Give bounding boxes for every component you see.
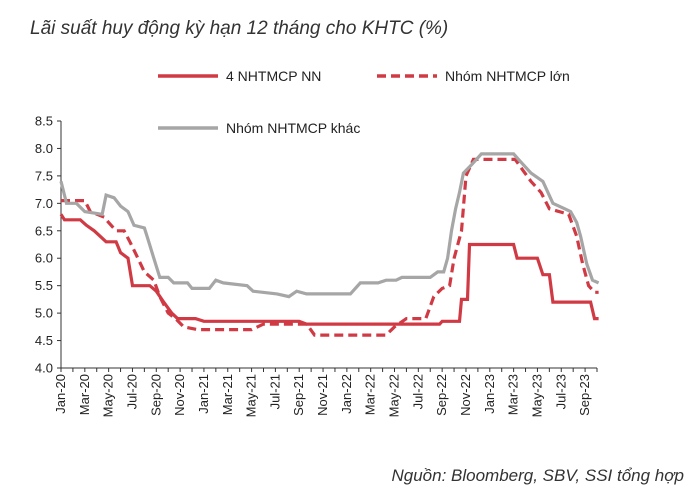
x-tick-label: Jul-23 — [553, 374, 568, 409]
legend-label-1: 4 NHTMCP NN — [226, 68, 321, 84]
x-tick-label: Jul-20 — [124, 374, 139, 409]
x-tick-label: Jul-21 — [267, 374, 282, 409]
legend-label-3: Nhóm NHTMCP khác — [226, 120, 360, 136]
x-tick-label: Mar-20 — [77, 374, 92, 415]
y-tick-label: 8.5 — [35, 114, 53, 129]
x-tick-label: Jan-21 — [196, 374, 211, 414]
x-tick-label: Jan-22 — [339, 374, 354, 414]
x-tick-label: Jan-20 — [53, 374, 68, 414]
y-tick-label: 5.0 — [35, 306, 53, 321]
axes: 4.0 4.5 5.0 5.5 6.0 6.5 7.0 7.5 8.0 8.5 Jan-20 Mar-… — [35, 114, 598, 417]
x-tick-label: Sep-21 — [291, 374, 306, 416]
x-tick-label: Jan-23 — [482, 374, 497, 414]
y-tick-label: 4.5 — [35, 333, 53, 348]
x-tick-label: Mar-21 — [220, 374, 235, 415]
y-tick-label: 7.5 — [35, 168, 53, 183]
x-tick-label: Sep-23 — [577, 374, 592, 416]
y-tick-label: 6.0 — [35, 251, 53, 266]
x-tick-label: May-21 — [244, 374, 259, 417]
x-tick-label: Nov-22 — [458, 374, 473, 416]
legend: 4 NHTMCP NN Nhóm NHTMCP lớn Nhóm NHTMCP kh… — [158, 68, 570, 136]
legend-label-2: Nhóm NHTMCP lớn — [445, 68, 570, 84]
x-tick-label: Mar-22 — [363, 374, 378, 415]
x-tick-label: Jul-22 — [410, 374, 425, 409]
x-tick-label: Mar-23 — [506, 374, 521, 415]
series-group — [59, 152, 600, 337]
y-tick-label: 8.0 — [35, 141, 53, 156]
series-line-1 — [59, 213, 599, 326]
series-line-3 — [59, 152, 600, 299]
source-note: Nguồn: Bloomberg, SBV, SSI tổng hợp — [391, 466, 684, 485]
x-tick-label: May-20 — [101, 374, 116, 417]
series-line-2 — [61, 157, 599, 337]
y-tick-label: 4.0 — [35, 361, 53, 376]
chart-title: Lãi suất huy động kỳ hạn 12 tháng cho KH… — [30, 18, 449, 39]
y-tick-label: 5.5 — [35, 278, 53, 293]
x-tick-label: Sep-22 — [434, 374, 449, 416]
x-tick-label: Nov-20 — [172, 374, 187, 416]
y-tick-label: 6.5 — [35, 223, 53, 238]
x-tick-label: May-23 — [529, 374, 544, 417]
x-tick-label: Sep-20 — [148, 374, 163, 416]
x-tick-label: May-22 — [387, 374, 402, 417]
y-tick-label: 7.0 — [35, 196, 53, 211]
x-tick-label: Nov-21 — [315, 374, 330, 416]
